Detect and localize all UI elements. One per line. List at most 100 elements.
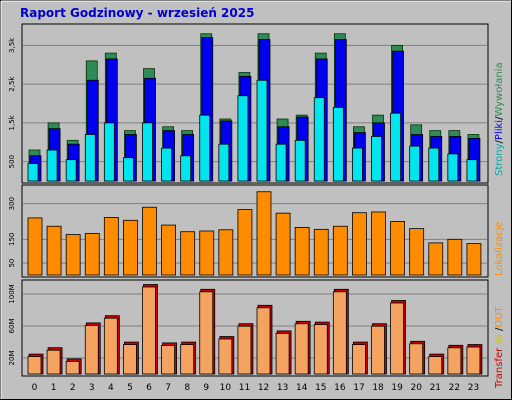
bar-locations xyxy=(466,243,482,276)
side-label-part: Lokalizacje xyxy=(494,221,505,276)
x-tick-label: 17 xyxy=(353,383,364,393)
bar-locations xyxy=(199,230,215,276)
bars-requests xyxy=(27,33,481,182)
y-tick-label: 100M xyxy=(8,284,16,303)
bar-transfer xyxy=(218,338,233,375)
bar-locations xyxy=(123,219,138,276)
bar-transfer xyxy=(103,317,118,375)
x-tick-label: 6 xyxy=(146,383,152,393)
panel-transfer: 20M 60M 100M xyxy=(8,279,489,377)
bar-locations xyxy=(294,227,310,276)
x-tick-label: 7 xyxy=(165,383,171,393)
bar-transfer xyxy=(390,302,404,375)
bar-transfer xyxy=(371,325,385,375)
bar-strony xyxy=(27,163,39,182)
x-tick-label: 11 xyxy=(239,383,250,393)
side-label-transfer: Transfer IN /OUT xyxy=(494,305,505,389)
y-ticks-locations: 50 150 300 xyxy=(8,197,16,268)
y-tick-label: 20M xyxy=(8,351,16,366)
side-label-part: Transfer xyxy=(494,347,505,389)
bars-transfer xyxy=(27,284,483,375)
side-label-requests: Strony/Pliki/Wywołania xyxy=(494,62,505,176)
bar-locations xyxy=(275,212,291,276)
bar-strony xyxy=(294,139,306,182)
bar-strony xyxy=(103,122,115,182)
bar-transfer xyxy=(275,332,290,375)
side-label-part: Pliki xyxy=(494,120,505,140)
y-tick-label: 1,5k xyxy=(8,114,16,130)
x-tick-label: 21 xyxy=(430,383,441,393)
bar-transfer xyxy=(256,307,271,375)
panel-requests: 500 1,5k 2,5k 3,5k xyxy=(8,23,489,184)
bar-transfer xyxy=(466,346,481,375)
bar-transfer xyxy=(65,360,80,375)
bar-strony xyxy=(142,122,153,182)
x-tick-label: 14 xyxy=(296,383,308,393)
y-tick-label: 150 xyxy=(8,233,16,246)
x-tick-label: 4 xyxy=(108,383,114,393)
y-tick-label: 50 xyxy=(8,259,16,268)
side-label-part: Strony xyxy=(494,143,505,176)
y-tick-label: 3,5k xyxy=(8,37,16,53)
bar-strony xyxy=(65,159,77,182)
bar-locations xyxy=(352,212,367,276)
bar-locations xyxy=(256,191,272,276)
y-ticks-requests: 500 1,5k 2,5k 3,5k xyxy=(8,37,16,168)
bar-transfer xyxy=(180,344,195,375)
bar-transfer xyxy=(199,291,214,375)
bar-locations xyxy=(332,225,348,276)
x-tick-label: 23 xyxy=(468,383,479,393)
x-tick-label: 13 xyxy=(277,383,288,393)
side-label-part: / xyxy=(494,116,505,120)
x-tick-label: 1 xyxy=(51,383,57,393)
x-tick-label: 2 xyxy=(70,383,76,393)
bar-transfer xyxy=(84,324,99,375)
x-tick-label: 19 xyxy=(391,383,403,393)
bar-locations xyxy=(65,234,81,276)
side-label-part: Wywołania xyxy=(494,62,505,116)
bar-strony xyxy=(84,134,96,182)
bar-locations xyxy=(46,225,62,276)
bar-strony xyxy=(466,159,478,182)
bar-strony xyxy=(352,147,363,182)
bars-locations xyxy=(27,191,482,276)
bar-strony xyxy=(332,106,344,182)
side-label-part: / xyxy=(494,139,505,143)
bar-locations xyxy=(390,221,405,276)
y-tick-label: 60M xyxy=(8,319,16,334)
bar-strony xyxy=(123,157,134,182)
bar-transfer xyxy=(313,324,328,375)
x-tick-label: 18 xyxy=(372,383,384,393)
y-tick-label: 500 xyxy=(8,155,16,168)
bar-strony xyxy=(447,153,459,182)
bar-locations xyxy=(142,206,157,276)
y-tick-label: 2,5k xyxy=(8,76,16,92)
bar-transfer xyxy=(409,343,424,375)
bar-locations xyxy=(428,242,444,276)
x-tick-label: 5 xyxy=(127,383,133,393)
bar-locations xyxy=(180,231,196,276)
bar-strony xyxy=(46,149,58,182)
bar-strony xyxy=(161,147,172,182)
panel-locations: 50 150 300 xyxy=(8,184,489,278)
x-tick-label: 16 xyxy=(334,383,346,393)
bar-strony xyxy=(199,114,211,182)
x-axis-ticks: 0 1 2 3 4 5 6 7 8 9 10 11 12 13 14 15 16 17 18 19 20 21 22 23 xyxy=(32,383,480,393)
bar-strony xyxy=(256,79,268,182)
x-tick-label: 10 xyxy=(220,383,232,393)
bar-transfer xyxy=(123,344,137,375)
bar-strony xyxy=(409,145,421,182)
chart-title: Raport Godzinowy - wrzesień 2025 xyxy=(20,6,254,20)
bar-locations xyxy=(313,228,329,276)
bar-transfer xyxy=(142,286,156,375)
bar-strony xyxy=(428,147,440,182)
bar-transfer xyxy=(352,344,366,375)
bar-strony xyxy=(180,155,192,182)
side-label-part: / xyxy=(494,327,505,331)
bar-transfer xyxy=(237,325,252,375)
bar-transfer xyxy=(428,356,443,375)
bar-locations xyxy=(84,232,100,276)
x-tick-label: 20 xyxy=(410,383,422,393)
bar-transfer xyxy=(332,291,347,375)
